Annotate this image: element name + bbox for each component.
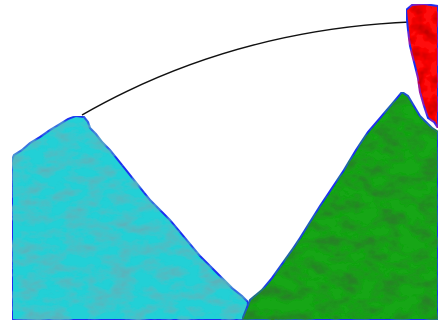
green-terrain-region <box>240 90 438 320</box>
red-terrain-region <box>404 2 438 130</box>
cyan-terrain-region <box>11 114 250 320</box>
boundary-arc <box>81 21 411 116</box>
